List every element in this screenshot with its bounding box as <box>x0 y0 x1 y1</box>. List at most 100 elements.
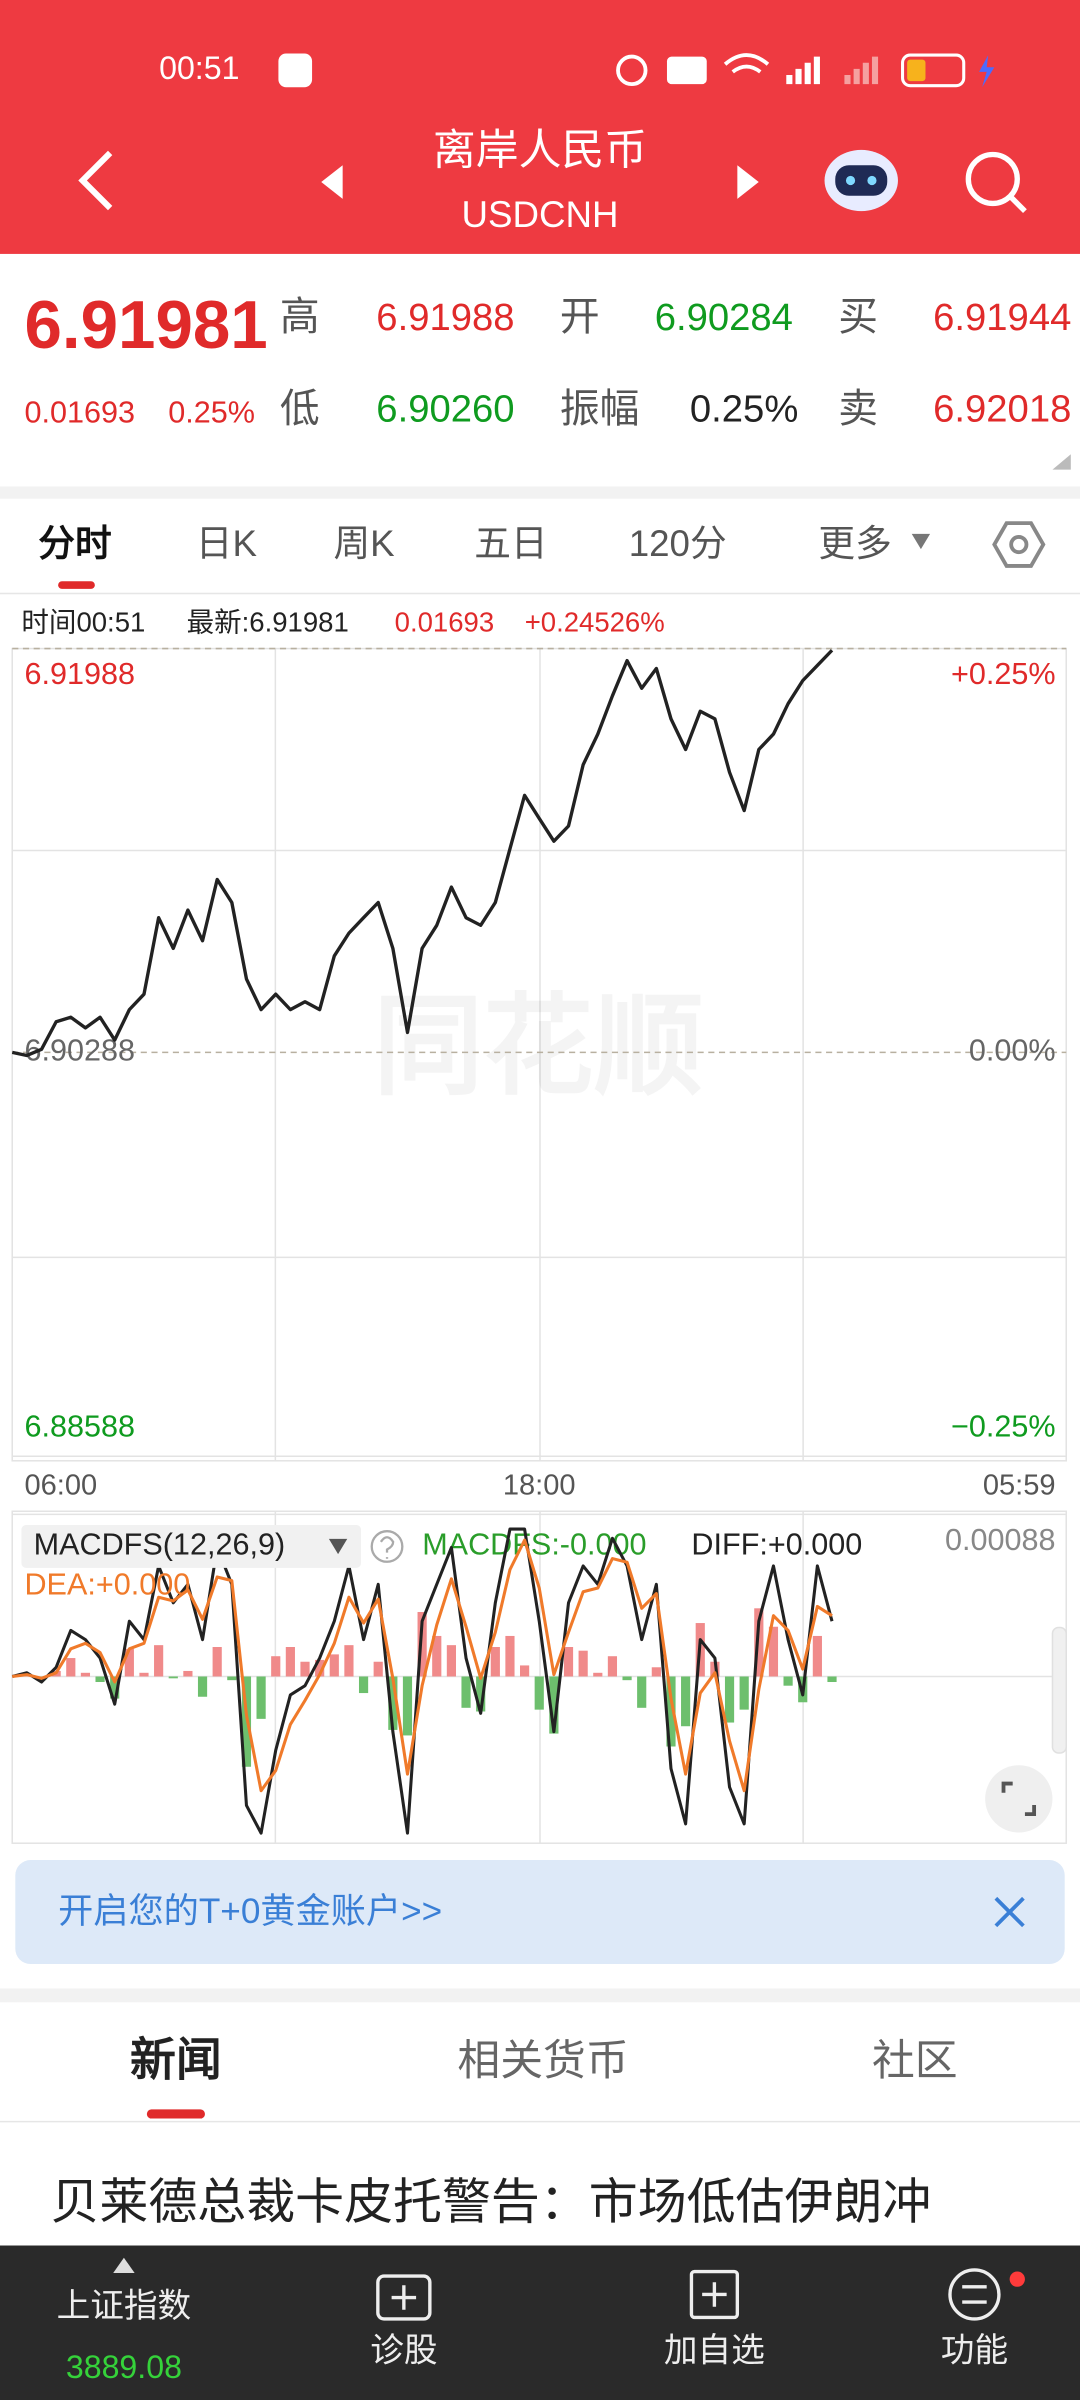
value-high: 6.91988 <box>376 296 514 339</box>
news-headline[interactable]: 贝莱德总裁卡皮托警告：市场低估伊朗冲 <box>50 2176 931 2230</box>
macd-bar <box>622 1676 632 1681</box>
macd-bar <box>80 1672 91 1677</box>
macd-bar <box>432 1635 442 1677</box>
banner-close[interactable] <box>994 1896 1025 1928</box>
assistant-button[interactable] <box>824 149 898 212</box>
macd-bar <box>285 1647 295 1677</box>
charts: 6.919886.902886.88588+0.25%0.00%−0.25%06… <box>11 647 1067 1835</box>
macd-bar <box>739 1676 749 1710</box>
help-icon[interactable] <box>370 1530 404 1563</box>
y2-tick-label: −0.25% <box>951 1410 1056 1444</box>
macd-bar <box>461 1676 471 1708</box>
badge <box>1009 2271 1025 2287</box>
settings-icon <box>1009 534 1029 555</box>
alarm-icon <box>616 54 648 87</box>
search-button[interactable] <box>965 151 1027 213</box>
macd-bar <box>402 1676 413 1736</box>
macd-bar <box>490 1647 500 1677</box>
wifi-icon <box>723 53 770 74</box>
label-buy: 买 <box>838 295 878 339</box>
last-price: 6.91981 <box>24 288 267 363</box>
macd-bar <box>476 1676 486 1712</box>
legend-entry: MACDFS:-0.000 <box>422 1528 646 1562</box>
value-open: 6.90284 <box>655 296 793 339</box>
promo-banner[interactable]: 开启您的T+0黄金账户>> <box>15 1860 1065 1965</box>
macd-bar <box>124 1648 134 1677</box>
section-indicator <box>146 2109 205 2119</box>
indicator-title: MACDFS(12,26,9) <box>34 1528 286 1562</box>
macd-bar <box>637 1676 647 1708</box>
nav-icon <box>689 2269 740 2320</box>
macd-bar <box>300 1661 310 1677</box>
macd-bar <box>315 1659 325 1677</box>
legend-entry: DEA:+0.000 <box>24 1567 190 1601</box>
settings-button[interactable] <box>992 521 1046 568</box>
next-button[interactable] <box>737 165 759 199</box>
info-latest: 最新:6.91981 <box>187 606 349 637</box>
section-tab[interactable]: 社区 <box>872 2037 958 2085</box>
header-bg <box>0 0 1080 254</box>
banner-bg <box>15 1860 1065 1965</box>
label-sell: 卖 <box>838 387 878 431</box>
chart-tab[interactable]: 120分 <box>629 523 727 564</box>
x-tick-label: 18:00 <box>503 1469 576 1501</box>
header-subtitle: USDCNH <box>461 194 618 235</box>
macd-line <box>12 1538 833 1793</box>
indicator-selector[interactable] <box>21 1525 362 1568</box>
info-time: 时间00:51 <box>21 606 145 637</box>
macd-bar <box>651 1667 661 1677</box>
index-name[interactable]: 上证指数 <box>57 2287 192 2325</box>
info-change-pct: +0.24526% <box>525 606 665 637</box>
macd-bar <box>154 1645 164 1677</box>
price-change: 0.01693 <box>24 396 135 430</box>
y2-tick-label: 0.00% <box>969 1033 1056 1067</box>
chart-tab[interactable]: 日K <box>196 523 258 564</box>
status-time: 00:51 <box>159 50 239 86</box>
index-value: 3889.08 <box>66 2349 182 2385</box>
fullscreen-icon <box>1001 1781 1037 1817</box>
settings-icon <box>992 521 1046 568</box>
chart-tab[interactable]: 分时 <box>38 523 111 564</box>
chart-tab[interactable]: 更多 <box>818 523 891 564</box>
robot-eye <box>867 175 877 186</box>
macd-bar <box>783 1676 793 1686</box>
nav-item[interactable]: 功能 <box>941 2331 1008 2369</box>
banner-text: 开启您的T+0黄金账户>> <box>58 1892 442 1931</box>
nav-icon <box>702 2282 727 2307</box>
hd-icon <box>666 56 707 85</box>
macd-bar <box>227 1676 237 1681</box>
y-tick-label: 6.91988 <box>24 657 135 691</box>
section-tab[interactable]: 相关货币 <box>457 2037 628 2085</box>
macd-bar <box>681 1676 691 1727</box>
chart-tabs: 分时 日K 周K 五日 120分 更多 <box>38 523 892 564</box>
section-tab[interactable]: 新闻 <box>130 2034 222 2086</box>
expand-corner <box>1052 454 1071 470</box>
bottom-nav <box>0 2245 1080 2400</box>
help-icon <box>379 1536 395 1559</box>
nav-item[interactable]: 诊股 <box>370 2331 437 2369</box>
battery-level <box>907 59 926 82</box>
prev-button[interactable] <box>321 165 343 199</box>
price-change-pct: 0.25% <box>168 396 255 430</box>
chart-tab[interactable]: 五日 <box>474 523 547 564</box>
macd-bar <box>139 1672 149 1677</box>
macd-bar <box>446 1645 456 1677</box>
macd-bar <box>578 1650 588 1677</box>
nav-icon <box>376 2274 432 2321</box>
chart-tab[interactable]: 周K <box>333 523 395 564</box>
macd-bar <box>812 1635 822 1677</box>
macd-bar <box>417 1611 427 1677</box>
info-change: 0.01693 <box>395 606 494 637</box>
nav-item[interactable]: 加自选 <box>664 2331 765 2369</box>
back-button[interactable] <box>78 150 113 211</box>
value-low: 6.90260 <box>376 388 514 431</box>
value-sell: 6.92018 <box>933 388 1071 431</box>
fullscreen-button[interactable] <box>985 1765 1053 1833</box>
selector-arrow <box>328 1538 348 1555</box>
macd-bar <box>329 1654 339 1677</box>
y2-tick-label: +0.25% <box>951 657 1056 691</box>
macd-bar <box>95 1676 105 1683</box>
robot-face <box>835 165 888 196</box>
nav-icon <box>962 2285 987 2304</box>
